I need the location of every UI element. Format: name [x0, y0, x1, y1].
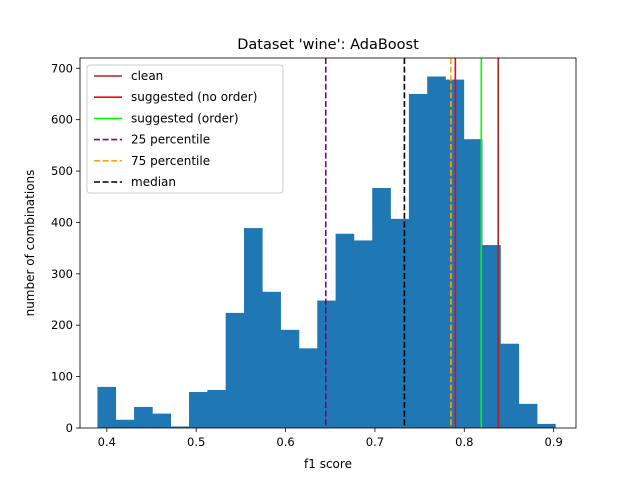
histogram-bar [280, 329, 300, 428]
legend-entry-label: 75 percentile [131, 154, 210, 168]
x-tick-label: 0.7 [366, 435, 384, 449]
legend-entry-label: median [131, 175, 176, 189]
histogram-bar [97, 386, 117, 428]
histogram-bar [298, 348, 318, 428]
legend: clean suggested (no order) suggested (orde… [86, 64, 284, 194]
reference-lines-group [324, 58, 500, 428]
x-tick-label: 0.6 [276, 435, 294, 449]
histogram-bar [115, 419, 135, 428]
histogram-bar [500, 343, 520, 428]
histogram-bar [243, 228, 263, 428]
histogram-bar [335, 233, 355, 428]
histogram-bar [207, 389, 226, 428]
y-tick-label: 200 [51, 318, 73, 332]
legend-entry-label: suggested (no order) [131, 90, 257, 104]
x-tick-label: 0.5 [187, 435, 205, 449]
x-tick-label: 0.9 [545, 435, 563, 449]
x-axis-label: f1 score [304, 457, 352, 471]
histogram-bar [390, 218, 410, 428]
histogram-bar [427, 76, 446, 428]
histogram-bar [189, 392, 208, 428]
histogram-bar [225, 312, 245, 428]
histogram-bar [482, 245, 501, 428]
y-tick-label: 600 [51, 113, 73, 127]
x-axis-ticks: 0.4 0.5 0.6 0.7 0.8 0.9 [98, 428, 563, 449]
histogram-bar [262, 291, 281, 428]
histogram-bar [537, 423, 556, 428]
legend-box [86, 64, 284, 194]
legend-entry-label: suggested (order) [131, 111, 239, 125]
y-tick-label: 700 [51, 61, 73, 75]
y-tick-label: 300 [51, 267, 73, 281]
legend-entry-label: clean [131, 69, 163, 83]
histogram-bar [170, 426, 190, 428]
histogram-bar [353, 240, 373, 428]
histogram-bar [134, 406, 153, 428]
bars-group [97, 76, 556, 428]
x-tick-label: 0.8 [455, 435, 473, 449]
y-tick-label: 500 [51, 164, 73, 178]
chart-title: Dataset 'wine': AdaBoost [237, 37, 419, 53]
y-axis-label: number of combinations [23, 170, 37, 317]
histogram-bar [463, 139, 483, 428]
histogram-bar [317, 300, 336, 428]
legend-items: clean suggested (no order) suggested (orde… [94, 69, 257, 189]
histogram-bar [518, 403, 538, 428]
histogram-bar [372, 188, 391, 428]
y-tick-label: 0 [66, 421, 73, 435]
y-axis-ticks: 0 100 200 300 400 500 600 700 [51, 61, 80, 435]
plot-frame [79, 57, 577, 429]
y-tick-label: 400 [51, 215, 73, 229]
x-tick-label: 0.4 [98, 435, 116, 449]
histogram-bar [152, 413, 172, 428]
y-tick-label: 100 [51, 370, 73, 384]
histogram-bar [408, 93, 428, 428]
legend-entry-label: 25 percentile [131, 133, 210, 147]
